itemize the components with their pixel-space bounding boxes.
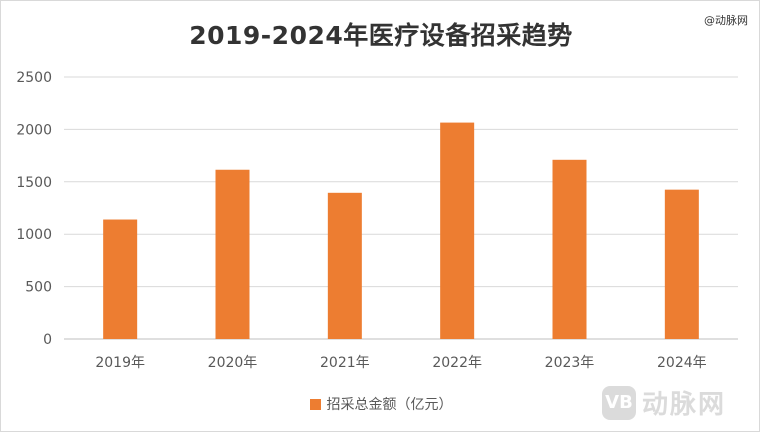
bar [440,122,475,339]
gridlines [64,76,738,340]
x-axis-ticks: 2019年 2020年 2021年 2022年 2023年 2024年 [95,355,706,371]
logo-text: 动脉网 [642,390,727,420]
y-tick-label: 2000 [16,122,52,138]
logo-badge-icon: VB [602,385,636,420]
bar [552,159,587,339]
watermark-text: @动脉网 [704,14,748,27]
x-tick-label: 2020年 [208,355,258,371]
bars [103,122,699,339]
bar [103,219,138,339]
legend-label: 招采总金额（亿元） [326,397,453,413]
chart-title: 2019-2024年医疗设备招采趋势 [189,21,573,50]
y-axis-ticks: 0 500 1000 1500 2000 2500 [16,70,52,348]
x-tick-label: 2019年 [95,355,145,371]
y-tick-label: 0 [43,332,52,348]
bar [215,169,250,339]
legend: 招采总金额（亿元） [0,394,762,414]
y-tick-label: 2500 [16,70,52,86]
x-tick-label: 2021年 [320,355,370,371]
x-tick-label: 2024年 [657,355,707,371]
x-tick-label: 2023年 [545,355,595,371]
x-tick-label: 2022年 [432,355,482,371]
bar [664,189,699,339]
y-tick-label: 500 [25,280,52,296]
brand-logo: VB 动脉网 [602,384,726,421]
legend-swatch [309,398,321,410]
bar [327,192,362,339]
y-tick-label: 1000 [16,227,52,243]
y-tick-label: 1500 [16,175,52,191]
